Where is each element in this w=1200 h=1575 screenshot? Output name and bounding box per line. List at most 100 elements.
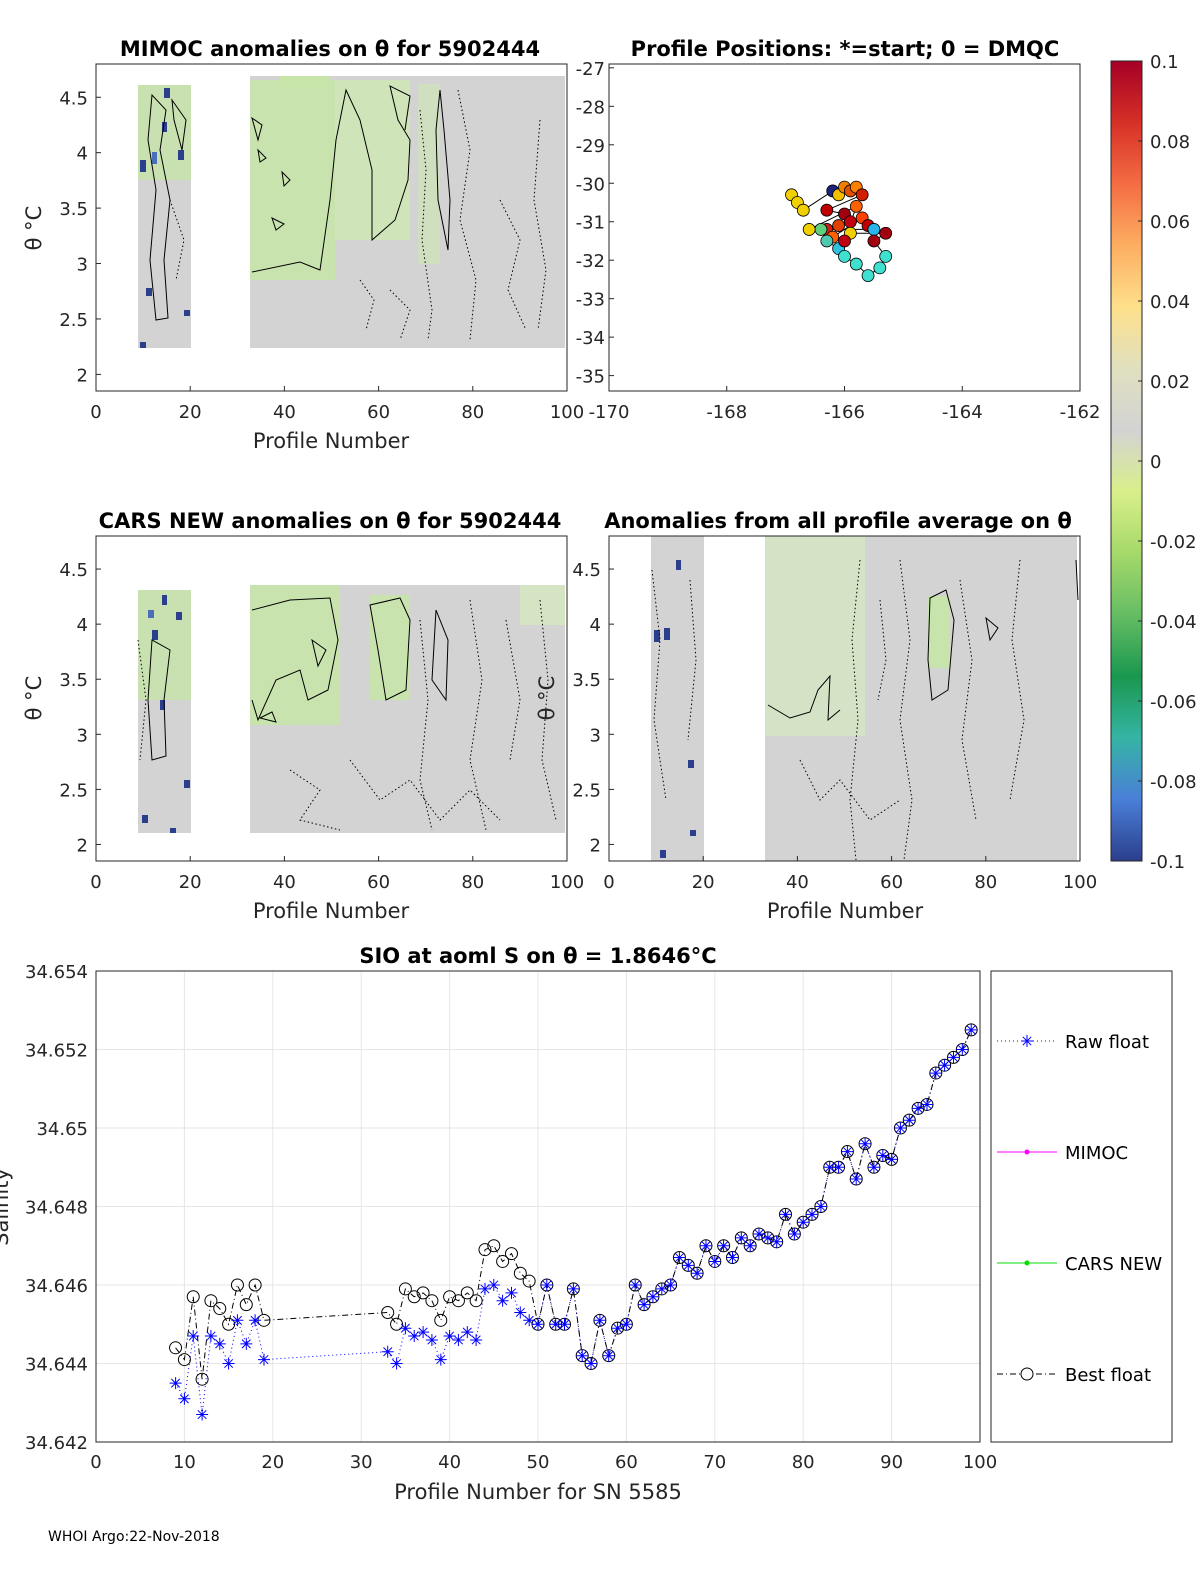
best-float-marker	[230, 1278, 244, 1292]
raw-float-marker	[470, 1334, 483, 1346]
cars-ytick-label: 2.5	[59, 780, 88, 801]
cars-xtick-label: 80	[461, 872, 484, 893]
all-average-contours	[767, 559, 1079, 722]
position-point	[861, 269, 875, 282]
mimoc-ytick-label: 3	[77, 255, 88, 276]
mimoc-ytick-label: 2.5	[59, 310, 88, 331]
cars-anomaly-panel	[95, 535, 568, 862]
raw-float-marker	[673, 1251, 686, 1264]
position-point	[867, 234, 881, 248]
legend-marker	[1024, 1260, 1030, 1266]
mimoc-xtick-label: 80	[461, 402, 484, 423]
best-float-marker	[487, 1239, 501, 1253]
salinity-xtick-label: 30	[350, 1452, 373, 1473]
raw-float-marker	[956, 1043, 969, 1056]
mimoc-ytick-label: 4	[77, 144, 88, 165]
raw-float-marker	[514, 1306, 527, 1319]
position-point	[820, 234, 834, 248]
mimoc-xtick-label: 100	[550, 402, 584, 423]
mimoc-xlabel: Profile Number	[253, 429, 410, 453]
raw-float-marker	[726, 1251, 739, 1264]
mimoc-xtick-label: 60	[367, 402, 390, 423]
raw-float-marker	[682, 1259, 695, 1272]
best-float-marker	[496, 1254, 510, 1268]
raw-float-marker	[434, 1353, 447, 1366]
colorbar: 0.1 0.08 0.06 0.04 0.02 0 -0.02 -0.04 -0.06 -0.08…	[1110, 52, 1197, 873]
cars-ytick-label: 3.5	[59, 670, 88, 691]
raw-float-marker	[549, 1318, 562, 1331]
raw-float-marker	[921, 1098, 933, 1111]
raw-float-marker	[390, 1357, 403, 1370]
best-float-marker	[248, 1278, 262, 1292]
raw-float-marker	[859, 1137, 872, 1150]
positions-xtick-label: -164	[942, 402, 983, 423]
position-point	[796, 203, 810, 217]
salinity-xtick-label: 0	[90, 1452, 101, 1473]
colorbar-tick-label: -0.1	[1150, 852, 1185, 873]
colorbar-tick-label: 0	[1150, 452, 1161, 473]
best-float-marker	[407, 1290, 421, 1304]
position-point	[849, 199, 863, 213]
salinity-ytick-label: 34.65	[36, 1119, 88, 1140]
raw-float-marker	[585, 1357, 597, 1370]
mimoc-ytick-label: 3.5	[59, 199, 88, 220]
raw-float-marker	[496, 1294, 509, 1307]
raw-float-marker	[929, 1067, 942, 1080]
mimoc-dotted-contours	[169, 89, 547, 341]
raw-float-marker	[408, 1330, 421, 1342]
raw-float-marker	[479, 1282, 491, 1295]
raw-float-marker	[629, 1279, 642, 1291]
legend-label: Best float	[1065, 1365, 1151, 1386]
best-float-marker	[478, 1243, 492, 1257]
positions-panel	[608, 63, 1081, 392]
colorbar-tick-label: -0.08	[1150, 772, 1197, 793]
raw-float-marker	[399, 1322, 412, 1335]
best-float-marker	[522, 1274, 536, 1288]
position-point	[867, 223, 881, 236]
positions-points	[785, 180, 893, 282]
allavg-ytick-label: 2.5	[572, 780, 601, 801]
salinity-xtick-label: 90	[880, 1452, 903, 1473]
allavg-xtick-label: 80	[974, 872, 997, 893]
best-float-marker	[186, 1290, 200, 1304]
cars-ylabel: θ °C	[22, 676, 46, 721]
raw-float-marker	[700, 1239, 712, 1252]
best-float-marker	[460, 1286, 474, 1300]
raw-float-marker	[814, 1200, 827, 1213]
colorbar-tick-label: -0.04	[1150, 612, 1197, 633]
raw-float-marker	[213, 1337, 226, 1350]
best-float-marker	[169, 1341, 183, 1355]
mimoc-contours	[147, 85, 451, 321]
raw-float-marker	[655, 1282, 668, 1295]
salinity-xtick-label: 60	[615, 1452, 638, 1473]
cars-xtick-label: 40	[273, 872, 296, 893]
allavg-xtick-label: 100	[1063, 872, 1097, 893]
salinity-xlabel: Profile Number for SN 5585	[394, 1480, 682, 1504]
best-float-marker	[381, 1305, 395, 1319]
raw-float-marker	[894, 1122, 907, 1134]
raw-float-marker	[947, 1051, 960, 1064]
raw-float-marker	[196, 1408, 209, 1421]
raw-float-marker	[779, 1208, 792, 1221]
raw-float-marker	[876, 1149, 889, 1162]
raw-float-marker	[832, 1161, 845, 1174]
positions-ytick-label: -27	[576, 59, 605, 80]
mimoc-ytick-label: 4.5	[59, 88, 88, 109]
mimoc-ylabel: θ °C	[22, 206, 46, 251]
positions-title: Profile Positions: *=start; 0 = DMQC	[631, 37, 1060, 61]
raw-float-marker	[187, 1330, 200, 1342]
all-average-dotted-contours	[651, 559, 1025, 861]
positions-xtick-label: -168	[706, 402, 747, 423]
best-float-marker	[390, 1317, 404, 1331]
cars-xlabel: Profile Number	[253, 899, 410, 923]
raw-float-marker	[487, 1279, 500, 1291]
raw-float-marker	[841, 1145, 854, 1158]
raw-float-marker	[425, 1334, 438, 1346]
salinity-ytick-label: 34.648	[25, 1198, 88, 1219]
legend: Raw float MIMOC CARS NEW Best float	[990, 970, 1173, 1443]
raw-float-marker	[417, 1326, 430, 1339]
footer-stamp: WHOI Argo:22-Nov-2018	[48, 1529, 220, 1545]
mimoc-anomaly-panel	[95, 63, 568, 392]
salinity-chart	[95, 970, 981, 1443]
